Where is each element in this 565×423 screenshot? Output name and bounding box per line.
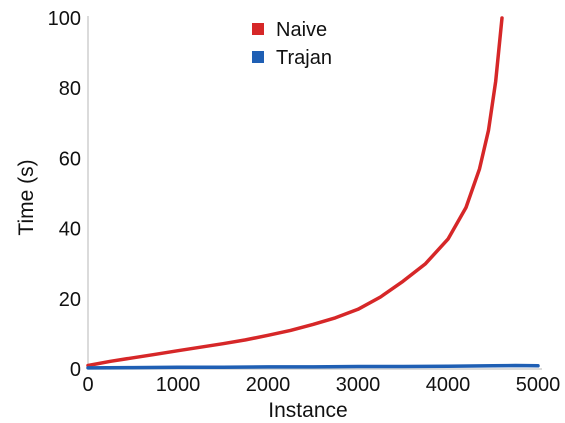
y-tick-label: 60 <box>59 148 81 170</box>
series-line-trajan <box>86 363 540 370</box>
legend-swatch-trajan <box>252 51 264 63</box>
legend-label-trajan: Trajan <box>276 47 332 69</box>
plot-area <box>86 16 540 370</box>
x-axis-title: Instance <box>268 399 347 422</box>
x-tick-label: 1000 <box>156 374 201 396</box>
y-tick-label: 80 <box>59 78 81 100</box>
legend: Naive Trajan <box>252 19 332 69</box>
y-axis-title: Time (s) <box>15 159 38 235</box>
x-tick-label: 3000 <box>336 374 381 396</box>
series-line-naive <box>86 16 504 368</box>
y-tick-label: 0 <box>70 359 81 381</box>
x-tick-label: 4000 <box>426 374 471 396</box>
legend-swatch-naive <box>252 23 264 35</box>
legend-label-naive: Naive <box>276 19 327 41</box>
y-tick-label: 40 <box>59 219 81 241</box>
x-tick-label: 2000 <box>246 374 291 396</box>
x-tick-label: 5000 <box>516 374 561 396</box>
y-tick-label: 20 <box>59 289 81 311</box>
y-tick-label: 100 <box>48 8 81 30</box>
x-tick-label: 0 <box>82 374 93 396</box>
